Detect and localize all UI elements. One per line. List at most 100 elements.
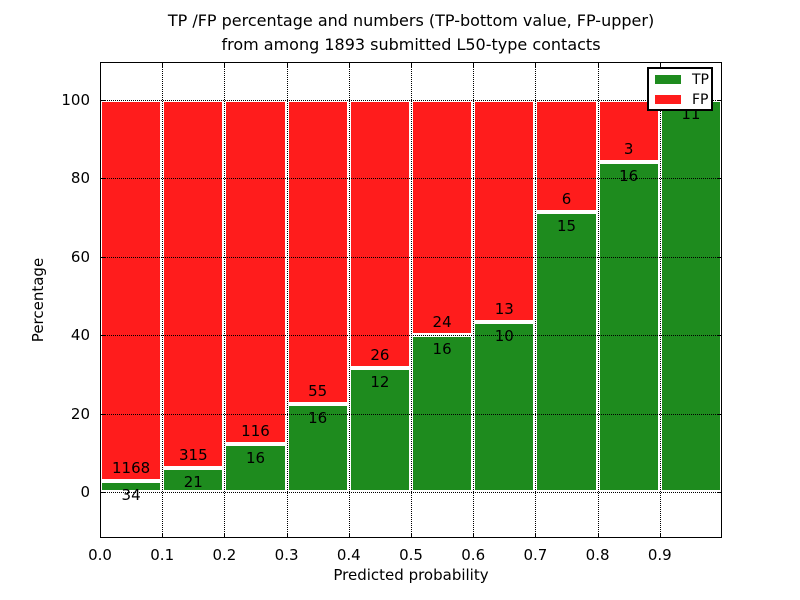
legend-swatch-tp-icon — [655, 75, 681, 84]
bar-value-label-tp: 16 — [245, 449, 266, 468]
bar-value-label-fp: 26 — [370, 346, 390, 365]
bar-value-label-fp: 13 — [494, 299, 514, 318]
gridline-vertical — [224, 62, 226, 538]
bar-value-label-fp: 1168 — [112, 458, 151, 477]
axis-tick — [597, 62, 599, 67]
y-tick-label: 60 — [70, 247, 90, 266]
bar-segment-tp — [286, 403, 349, 492]
bar-value-label-fp: 116 — [241, 422, 270, 441]
bar-segment-tp — [224, 444, 287, 492]
axis-tick — [535, 62, 537, 67]
axis-tick — [100, 100, 105, 101]
axis-tick — [224, 62, 226, 67]
axis-tick — [411, 533, 412, 538]
plot-area: 1168 34 315 21 116 16 55 16 26 12 24 16 13 10 6 15 3 16 11 — [100, 62, 722, 538]
axis-tick — [717, 256, 722, 258]
legend-item-tp: TP — [649, 70, 711, 89]
bar-value-label-fp: 6 — [561, 189, 572, 208]
x-tick-label: 0.4 — [336, 546, 361, 564]
gridline-vertical — [411, 62, 412, 538]
axis-tick — [659, 533, 661, 538]
bar-segment-fp — [535, 100, 598, 212]
bar-value-label-tp: 15 — [556, 216, 577, 235]
gridline-vertical — [162, 62, 164, 538]
x-tick-label: 0.0 — [88, 546, 112, 564]
axis-tick — [348, 62, 350, 67]
x-tick-label: 0.1 — [150, 546, 175, 564]
legend: TP FP — [647, 67, 713, 111]
bar-segment-tp — [162, 467, 225, 492]
axis-tick — [348, 533, 350, 538]
x-tick-label: 0.7 — [523, 546, 548, 564]
x-tick-label: 0.6 — [461, 546, 486, 564]
axis-tick — [100, 413, 105, 415]
axis-tick — [411, 62, 412, 67]
bar-segment-tp — [535, 211, 598, 492]
bar-value-label-tp: 12 — [370, 373, 390, 392]
bar-value-label-fp: 3 — [623, 139, 634, 158]
axis-tick — [162, 62, 164, 67]
axis-tick — [224, 533, 226, 538]
bar-value-label-tp: 21 — [183, 472, 203, 491]
x-tick-label: 0.3 — [274, 546, 299, 564]
bar-segment-tp — [411, 335, 474, 492]
y-tick-label: 80 — [70, 169, 90, 188]
legend-item-fp: FP — [649, 90, 711, 109]
bar-value-label-fp: 24 — [432, 313, 452, 332]
axis-tick — [100, 533, 101, 538]
gridline-vertical — [286, 62, 288, 538]
y-tick-label: 40 — [70, 326, 90, 345]
axis-tick — [473, 533, 475, 538]
axis-tick — [717, 178, 722, 180]
gridline-vertical — [473, 62, 475, 538]
bar-value-label-tp: 16 — [619, 166, 639, 185]
chart-title: TP /FP percentage and numbers (TP-bottom… — [100, 9, 722, 57]
bar-value-label-tp: 10 — [494, 326, 514, 345]
legend-swatch-fp-icon — [655, 95, 681, 104]
chart-title-line1: TP /FP percentage and numbers (TP-bottom… — [167, 11, 655, 30]
x-tick-label: 0.9 — [647, 546, 672, 564]
axis-tick — [717, 492, 722, 493]
y-tick-label: 0 — [80, 483, 90, 501]
bar-segment-tp — [348, 368, 411, 492]
axis-tick — [162, 533, 164, 538]
gridline-vertical — [659, 62, 661, 538]
bar-segment-tp — [597, 161, 660, 492]
axis-tick — [597, 533, 599, 538]
legend-label-fp: FP — [692, 91, 709, 108]
bar-segment-fp — [162, 100, 225, 468]
y-tick-label: 100 — [61, 91, 90, 109]
bar-segment-tp — [659, 100, 722, 492]
axis-tick — [100, 62, 101, 67]
bar-segment-tp — [473, 321, 536, 492]
gridline-vertical — [535, 62, 537, 538]
axis-tick — [100, 178, 105, 180]
bar-value-label-tp: 16 — [308, 408, 328, 427]
bar-segment-fp — [286, 100, 349, 404]
axis-tick — [286, 533, 288, 538]
x-tick-label: 0.8 — [585, 546, 610, 564]
y-tick-label: 20 — [70, 404, 90, 423]
bar-value-label-tp: 16 — [432, 340, 452, 359]
x-tick-label: 0.2 — [212, 546, 237, 564]
axis-tick — [717, 335, 722, 337]
gridline-vertical — [348, 62, 350, 538]
legend-label-tp: TP — [692, 71, 709, 88]
axis-tick — [286, 62, 288, 67]
bar-segment-fp — [224, 100, 287, 445]
chart-title-line2: from among 1893 submitted L50-type conta… — [221, 35, 601, 54]
axis-tick — [535, 533, 537, 538]
axis-tick — [100, 492, 105, 493]
gridline-vertical — [597, 62, 599, 538]
bar-segment-fp — [100, 100, 163, 481]
axis-tick — [473, 62, 475, 67]
bar-segment-fp — [411, 100, 474, 336]
axis-tick — [100, 335, 105, 337]
x-axis-label: Predicted probability — [333, 566, 489, 584]
bar-value-label-fp: 55 — [308, 381, 328, 400]
axis-tick — [717, 100, 722, 101]
bar-segment-tp — [100, 480, 163, 492]
axis-tick — [100, 256, 105, 258]
axis-tick — [717, 413, 722, 415]
